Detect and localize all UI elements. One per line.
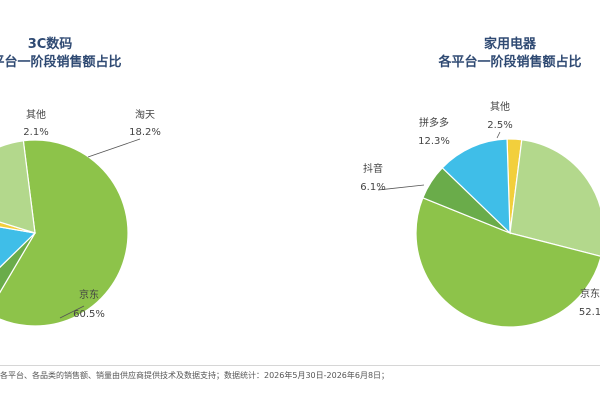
slice-value-label: 2.5% xyxy=(487,120,512,131)
leader-line xyxy=(377,184,425,191)
pie-slice xyxy=(0,226,37,268)
slice-name-label: 抖音 xyxy=(363,162,383,175)
slice-name-label: 京东 xyxy=(580,287,600,300)
pie-slice xyxy=(0,232,36,294)
chart-title: 各平台一阶段销售额占比 xyxy=(437,54,581,70)
chart-title: 各平台一阶段销售额占比 xyxy=(0,54,122,70)
slice-name-label: 其他 xyxy=(26,108,46,121)
pie-slice xyxy=(0,139,129,327)
slice-value-label: 18.2% xyxy=(129,127,161,138)
slice-value-label: 6.1% xyxy=(360,182,385,193)
slice-name-label: 淘天 xyxy=(135,108,155,121)
chart-title: 3C数码 xyxy=(28,36,73,52)
leader-line xyxy=(59,305,85,319)
pie-slice xyxy=(509,139,600,257)
slice-name-label: 京东 xyxy=(79,288,99,301)
slice-value-label: 12.3% xyxy=(418,136,450,147)
pie-slice xyxy=(0,221,36,234)
pie-slice xyxy=(415,197,600,328)
slice-value-label: 52.1 xyxy=(579,307,600,318)
pie-chart-1: 3C数码各平台一阶段销售额占比京东 60.5% 其他 2.1% 淘天 18.2% xyxy=(0,36,161,327)
leader-line xyxy=(496,131,501,139)
pie-slice xyxy=(441,138,511,235)
slice-value-label: 2.1% xyxy=(23,127,48,138)
pie-slice xyxy=(0,140,36,234)
leader-line xyxy=(87,138,141,158)
slice-name-label: 拼多多 xyxy=(419,116,449,129)
slice-value-label: 60.5% xyxy=(73,309,105,320)
source-note: 各平台、各品类的销售额、销量由供应商提供技术及数据支持；数据统计：2026年5月… xyxy=(0,365,600,384)
slice-name-label: 其他 xyxy=(490,100,510,113)
chart-title: 家用电器 xyxy=(484,36,537,52)
